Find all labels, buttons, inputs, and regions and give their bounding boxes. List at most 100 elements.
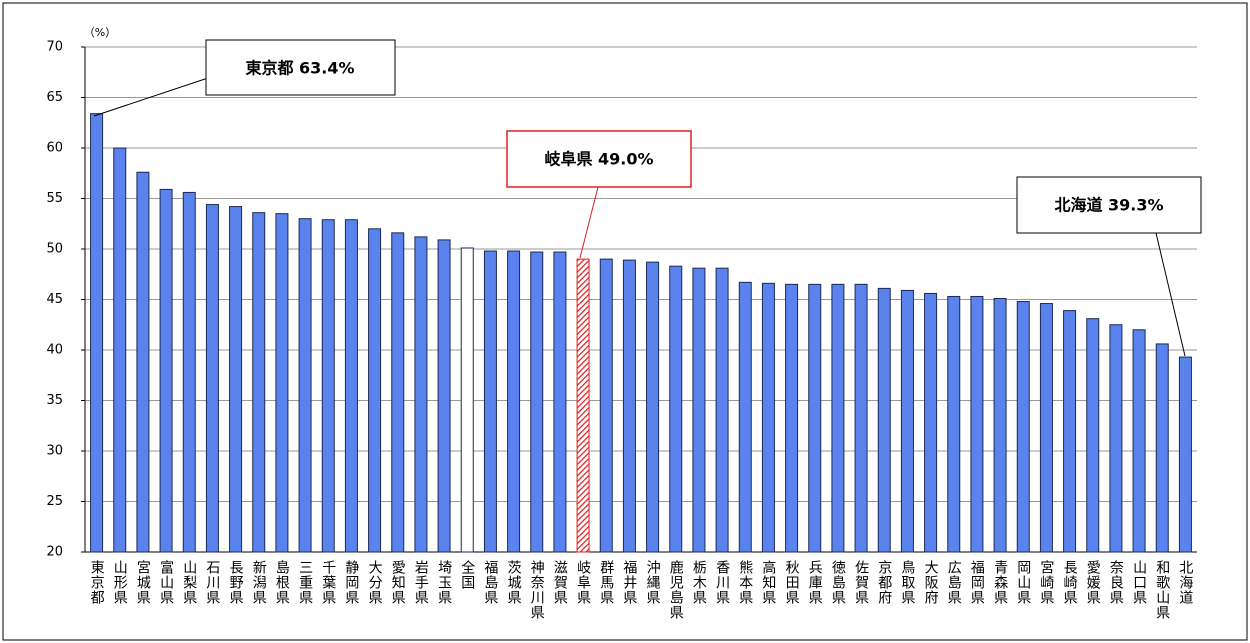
x-tick-label: 山口県 [1131, 560, 1147, 605]
y-tick-label: 30 [46, 444, 63, 459]
x-tick-label: 徳島県 [830, 560, 846, 605]
x-tick-label: 山梨県 [181, 560, 197, 605]
x-tick-label: 鳥取県 [899, 560, 915, 605]
x-tick-label: 岩手県 [413, 560, 429, 605]
bar [229, 206, 243, 553]
x-tick-label: 新潟県 [251, 560, 267, 605]
x-tick-label: 福岡県 [969, 560, 985, 605]
x-tick-label: 愛媛県 [1085, 560, 1101, 605]
x-tick-label: 沖縄県 [645, 560, 661, 605]
bar [993, 297, 1007, 553]
x-tick-label: 宮城県 [135, 560, 151, 605]
bar [1016, 301, 1030, 553]
x-tick-label: 福井県 [621, 560, 637, 605]
bar [205, 204, 219, 553]
x-tick-label: 香川県 [714, 560, 730, 605]
bar [136, 171, 150, 553]
x-tick-label: 奈良県 [1108, 560, 1124, 605]
bar [437, 239, 451, 553]
x-tick-label: 長崎県 [1062, 560, 1078, 605]
bar [669, 265, 683, 553]
x-tick-label: 静岡県 [343, 560, 359, 605]
bar [599, 258, 613, 553]
x-tick-label: 青森県 [992, 560, 1008, 605]
x-tick-label: 大分県 [367, 560, 383, 605]
connector [93, 77, 209, 117]
x-tick-label: 埼玉県 [436, 560, 452, 605]
x-tick-label: 茨城県 [506, 560, 522, 605]
x-tick-label: 愛知県 [390, 560, 406, 605]
bar [113, 147, 127, 553]
x-tick-label: 栃木県 [691, 560, 707, 605]
x-tick-label: 大阪府 [923, 560, 939, 605]
bar [391, 232, 405, 553]
bar [831, 283, 845, 553]
bar [368, 228, 382, 553]
x-tick-label: 福島県 [482, 560, 498, 605]
x-tick-label: 兵庫県 [807, 560, 823, 605]
x-tick-label: 東京都 [89, 560, 105, 605]
x-tick-label: 島根県 [274, 560, 290, 605]
x-tick-label: 高知県 [760, 559, 776, 605]
x-tick-label: 秋田県 [784, 560, 800, 605]
bar [761, 282, 775, 553]
x-tick-label: 長野県 [228, 560, 244, 605]
y-tick-label: 35 [46, 393, 63, 408]
y-tick-label: 20 [46, 545, 63, 560]
y-tick-label: 45 [46, 292, 63, 307]
bar [1178, 356, 1192, 553]
annotation-box [1016, 176, 1202, 234]
bar [854, 283, 868, 553]
bar [877, 287, 891, 553]
connector [579, 186, 599, 259]
x-tick-label: 北海道 [1177, 560, 1193, 605]
x-tick-label: 広島県 [946, 560, 962, 605]
x-tick-label: 神奈川県 [529, 560, 545, 620]
x-tick-label: 佐賀県 [853, 560, 869, 605]
bar [530, 251, 544, 553]
y-tick-label: 25 [46, 494, 63, 509]
bar [1039, 303, 1053, 553]
connector [1155, 232, 1186, 357]
annotation-box [205, 39, 396, 96]
y-tick-label: 40 [46, 343, 63, 358]
bar [924, 292, 938, 553]
bar [947, 295, 961, 553]
y-tick-label: 65 [46, 90, 63, 105]
bar [1109, 324, 1123, 553]
bar [159, 188, 173, 553]
x-tick-label: 群馬県 [598, 560, 614, 605]
bar [90, 113, 104, 553]
bar [1063, 310, 1077, 553]
y-tick-label: 55 [46, 191, 63, 206]
x-tick-label: 石川県 [204, 560, 220, 605]
x-tick-label: 岡山県 [1015, 560, 1031, 605]
bar [646, 261, 660, 553]
annotation: 北海道 39.3% [1054, 196, 1163, 215]
annotation-box [506, 130, 692, 188]
bar [344, 219, 358, 553]
bar [298, 218, 312, 553]
x-tick-label: 熊本県 [737, 560, 753, 605]
bar [738, 281, 752, 553]
bar [275, 213, 289, 553]
bar [321, 219, 335, 553]
bar [483, 250, 497, 553]
bar [1086, 318, 1100, 553]
x-tick-label: 宮崎県 [1038, 560, 1054, 605]
bar [414, 236, 428, 553]
bar [252, 212, 266, 553]
bar [900, 289, 914, 553]
x-tick-label: 滋賀県 [552, 560, 568, 605]
x-tick-label: 京都府 [876, 560, 892, 605]
bar [1155, 343, 1169, 553]
bar [970, 295, 984, 553]
x-tick-label: 富山県 [158, 559, 174, 605]
x-tick-label: 三重県 [297, 560, 313, 605]
y-tick-label: 70 [46, 40, 63, 55]
x-tick-label: 和歌山県 [1154, 560, 1170, 620]
bar [576, 258, 590, 553]
annotation: 東京都 63.4% [245, 59, 354, 78]
